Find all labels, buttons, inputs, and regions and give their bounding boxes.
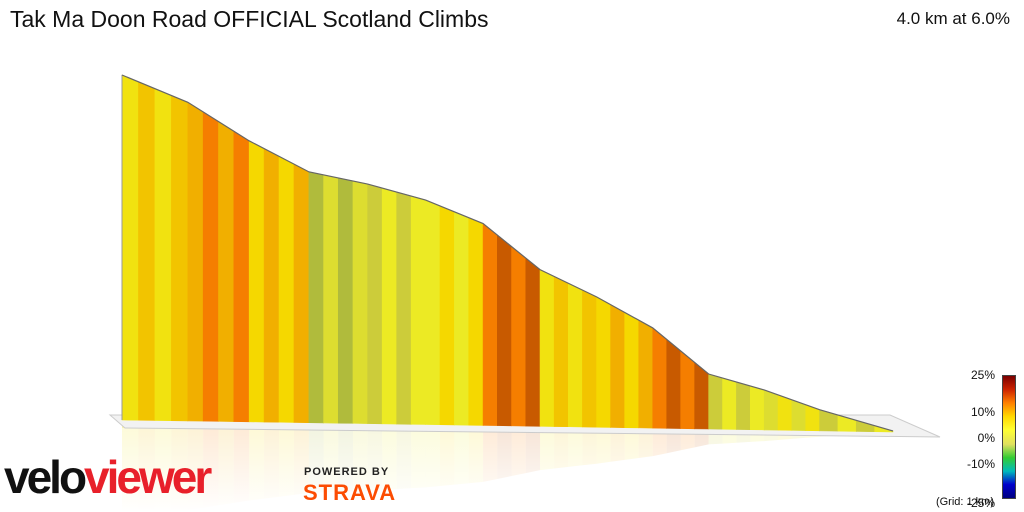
profile-segment — [278, 155, 295, 423]
profile-segment — [454, 211, 470, 426]
reflection-fade — [100, 428, 960, 512]
colorbar-label-0: 0% — [977, 431, 995, 445]
profile-segment — [582, 289, 597, 428]
profile-segment — [708, 373, 723, 430]
profile-segment — [777, 394, 793, 431]
profile-segment — [352, 180, 368, 424]
profile-segment — [736, 381, 751, 430]
profile-segment — [468, 217, 484, 426]
profile-segment — [138, 81, 156, 421]
colorbar-label-10: 10% — [970, 405, 995, 419]
profile-segment — [497, 234, 512, 427]
profile-segment — [624, 311, 640, 429]
profile-segment — [511, 245, 527, 427]
profile-segment — [666, 338, 681, 429]
profile-segment — [293, 163, 310, 424]
strava-logo[interactable]: STRAVA — [303, 480, 397, 505]
profile-segment — [567, 282, 583, 428]
profile-segment — [680, 350, 695, 430]
profile-segment — [553, 275, 569, 428]
profile-segment — [248, 140, 265, 423]
climb-title: Tak Ma Doon Road OFFICIAL Scotland Climb… — [10, 6, 489, 32]
profile-segment — [610, 304, 625, 428]
profile-outline — [121, 74, 894, 432]
profile-segment — [396, 191, 412, 425]
profile-segment — [539, 269, 555, 427]
profile-segment — [638, 319, 654, 429]
profile-segment — [439, 205, 455, 426]
profile-segment — [187, 101, 204, 422]
veloviewer-logo[interactable]: veloviewer — [4, 451, 212, 503]
profile-segment — [652, 327, 668, 429]
powered-by-label: POWERED BY — [304, 466, 390, 478]
profile-segments — [121, 74, 894, 433]
profile-segment — [171, 94, 189, 422]
grid-scale-note: (Grid: 1 km) — [935, 496, 994, 508]
profile-segment — [263, 148, 280, 423]
profile-segment — [381, 187, 397, 425]
profile-segment — [525, 257, 541, 427]
profile-segment — [367, 183, 383, 425]
profile-segment — [482, 222, 498, 426]
profile-segment — [308, 171, 324, 424]
profile-segment — [121, 74, 139, 421]
profile-segment — [750, 385, 765, 431]
colorbar-label-neg25: -25% — [966, 496, 995, 510]
colorbar-label-25: 25% — [970, 368, 995, 382]
gradient-colorbar — [1002, 375, 1016, 499]
profile-segment — [425, 199, 441, 426]
profile-segment — [722, 377, 737, 430]
colorbar-label-neg10: -10% — [966, 457, 995, 471]
profile-segment — [202, 111, 219, 422]
profile-segment — [233, 130, 250, 423]
profile-segment — [323, 174, 339, 424]
profile-segment — [763, 389, 779, 431]
profile-segment — [218, 121, 235, 422]
profile-segment — [154, 88, 172, 421]
profile-segment — [410, 195, 426, 425]
climb-stats: 4.0 km at 6.0% — [896, 9, 1010, 28]
profile-segment — [337, 177, 354, 424]
profile-segment — [596, 296, 611, 428]
